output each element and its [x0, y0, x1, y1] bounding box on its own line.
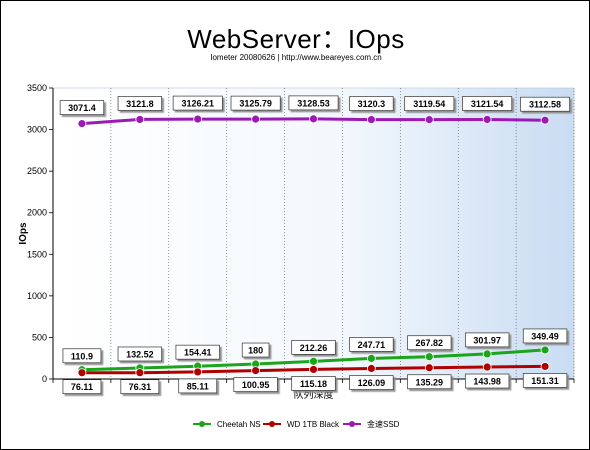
data-point: [309, 114, 318, 124]
data-label-box: [291, 340, 336, 355]
data-label-box: [349, 96, 394, 111]
data-point: [482, 349, 492, 359]
data-label-box: [404, 96, 455, 111]
data-label: 3125.79: [239, 99, 272, 109]
data-label-box: [178, 378, 218, 394]
data-label: 3126.21: [181, 99, 214, 109]
data-point: [193, 367, 203, 377]
data-point: [135, 115, 145, 124]
data-point: [309, 356, 318, 366]
data-label-box: [117, 96, 162, 111]
plot-area: [52, 87, 575, 380]
data-point: [135, 368, 145, 378]
data-label: 143.98: [473, 377, 501, 387]
chart-subtitle: Iometer 20080626 | http://www.beareyes.c…: [210, 53, 382, 62]
data-point: [424, 363, 434, 373]
legend-label: WD 1TB Black: [287, 420, 340, 429]
data-label: 76.11: [71, 382, 93, 392]
data-label-box: [241, 342, 270, 358]
data-point: [77, 119, 87, 129]
legend-label: 金速SSD: [367, 419, 400, 429]
data-label: 151.31: [531, 376, 559, 386]
data-label-box: [172, 95, 223, 111]
data-label-box: [462, 96, 513, 111]
data-label: 132.52: [126, 349, 154, 359]
y-tick-label: 3000: [27, 125, 47, 135]
data-label-box: [59, 100, 105, 115]
data-label-box: [465, 332, 510, 348]
data-label-box: [349, 375, 394, 390]
data-label-box: [465, 373, 510, 389]
y-tick-label: 500: [32, 332, 47, 342]
data-label: 301.97: [473, 335, 501, 345]
data-point: [482, 362, 492, 372]
data-label: 349.49: [531, 331, 559, 341]
data-label-box: [120, 379, 160, 395]
y-tick-label: 1500: [27, 249, 47, 259]
data-point: [540, 115, 550, 125]
data-label: 3120.3: [358, 99, 386, 109]
data-point: [540, 345, 550, 355]
data-label-box: [522, 373, 568, 388]
data-point: [540, 362, 550, 371]
data-label-box: [288, 95, 339, 111]
data-label: 3121.54: [471, 99, 504, 109]
data-label-box: [520, 96, 571, 112]
data-label-box: [407, 335, 452, 351]
data-label: 3128.53: [297, 98, 330, 108]
data-label-box: [291, 376, 336, 391]
data-label-box: [62, 348, 102, 364]
data-label: 126.09: [358, 378, 386, 388]
data-label: 135.29: [416, 377, 444, 387]
data-point: [482, 115, 492, 124]
data-label: 267.82: [416, 338, 444, 348]
y-tick-label: 0: [42, 374, 47, 384]
data-label: 247.71: [358, 340, 386, 350]
legend-label: Cheetah NS: [217, 420, 261, 429]
y-tick-label: 3500: [27, 83, 47, 93]
data-label: 3112.58: [529, 100, 561, 110]
data-label-box: [233, 377, 278, 392]
x-axis-title: 队列深度: [294, 388, 334, 401]
data-point: [251, 366, 261, 376]
data-label-box: [349, 337, 394, 352]
y-axis-title: IOps: [18, 222, 29, 245]
data-label: 115.18: [300, 379, 327, 389]
data-label-box: [62, 379, 102, 395]
data-point: [193, 114, 203, 124]
y-tick-label: 2500: [27, 166, 47, 176]
data-label-box: [407, 374, 452, 390]
data-label: 3119.54: [413, 99, 445, 109]
y-tick-label: 1000: [27, 291, 47, 301]
data-label: 110.9: [71, 351, 93, 361]
chart-title: WebServer：IOps: [187, 24, 405, 54]
data-label-box: [117, 346, 162, 362]
data-label-box: [175, 344, 220, 360]
legend-marker: [269, 421, 275, 427]
y-tick-label: 2000: [27, 208, 47, 218]
data-label: 76.31: [129, 382, 152, 392]
legend-marker: [349, 421, 355, 427]
data-label-box: [522, 328, 568, 344]
data-label: 85.11: [187, 381, 209, 391]
data-label: 180: [248, 346, 263, 356]
data-point: [77, 368, 87, 378]
data-point: [424, 352, 434, 362]
data-label-box: [230, 95, 281, 111]
data-label: 3121.8: [126, 99, 154, 109]
data-point: [309, 365, 318, 374]
data-point: [366, 354, 376, 363]
data-label: 100.95: [242, 380, 270, 390]
data-label: 3071.4: [68, 103, 96, 113]
data-label: 212.26: [300, 343, 328, 353]
data-label: 154.41: [184, 348, 212, 358]
legend-marker: [199, 421, 205, 427]
data-point: [366, 364, 376, 373]
data-point: [366, 115, 376, 124]
data-point: [251, 114, 261, 124]
data-point: [424, 115, 434, 125]
